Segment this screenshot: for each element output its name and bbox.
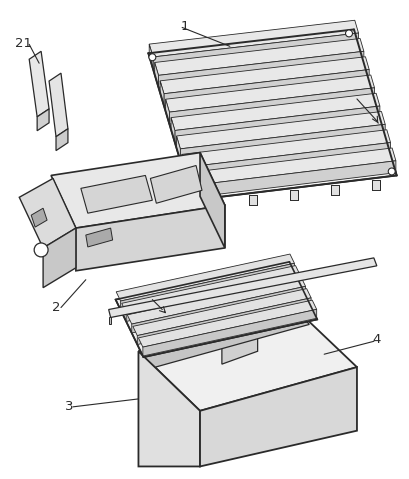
Polygon shape bbox=[175, 106, 380, 142]
Polygon shape bbox=[37, 109, 49, 131]
Polygon shape bbox=[139, 351, 200, 467]
Circle shape bbox=[149, 54, 156, 61]
Polygon shape bbox=[171, 118, 175, 142]
Polygon shape bbox=[182, 130, 391, 167]
Polygon shape bbox=[177, 136, 180, 161]
Polygon shape bbox=[200, 367, 357, 467]
Polygon shape bbox=[148, 29, 397, 200]
Polygon shape bbox=[121, 263, 294, 310]
Polygon shape bbox=[31, 208, 47, 227]
Polygon shape bbox=[182, 154, 186, 179]
Polygon shape bbox=[166, 99, 169, 124]
Text: B: B bbox=[151, 291, 160, 304]
Polygon shape bbox=[164, 69, 369, 106]
Polygon shape bbox=[127, 277, 306, 324]
Polygon shape bbox=[155, 38, 364, 75]
Polygon shape bbox=[153, 33, 359, 69]
Polygon shape bbox=[51, 153, 225, 228]
Polygon shape bbox=[86, 228, 112, 247]
Polygon shape bbox=[209, 200, 216, 210]
Polygon shape bbox=[187, 148, 396, 185]
Polygon shape bbox=[166, 75, 375, 112]
Circle shape bbox=[388, 168, 395, 175]
Polygon shape bbox=[109, 258, 377, 318]
Polygon shape bbox=[122, 265, 300, 312]
Polygon shape bbox=[151, 166, 202, 203]
Polygon shape bbox=[109, 318, 111, 324]
Polygon shape bbox=[171, 93, 380, 130]
Polygon shape bbox=[177, 112, 385, 149]
Polygon shape bbox=[76, 205, 225, 271]
Polygon shape bbox=[56, 129, 68, 150]
Text: 4: 4 bbox=[373, 333, 381, 346]
Polygon shape bbox=[29, 51, 49, 117]
Polygon shape bbox=[116, 254, 294, 301]
Polygon shape bbox=[19, 178, 76, 248]
Polygon shape bbox=[49, 73, 68, 137]
Text: A: A bbox=[356, 92, 366, 105]
Polygon shape bbox=[200, 153, 225, 248]
Circle shape bbox=[34, 243, 48, 257]
Polygon shape bbox=[139, 308, 357, 411]
Polygon shape bbox=[126, 275, 300, 321]
Polygon shape bbox=[222, 295, 258, 364]
Polygon shape bbox=[137, 298, 311, 344]
Polygon shape bbox=[132, 286, 306, 333]
Polygon shape bbox=[138, 300, 317, 347]
Polygon shape bbox=[149, 20, 359, 57]
Text: 3: 3 bbox=[65, 400, 73, 413]
Polygon shape bbox=[160, 81, 164, 106]
Polygon shape bbox=[160, 57, 369, 94]
Polygon shape bbox=[169, 88, 375, 124]
Polygon shape bbox=[116, 262, 317, 357]
Polygon shape bbox=[290, 190, 298, 200]
Polygon shape bbox=[143, 309, 317, 356]
Polygon shape bbox=[187, 173, 191, 197]
Polygon shape bbox=[81, 175, 153, 213]
Circle shape bbox=[193, 193, 200, 200]
Circle shape bbox=[346, 30, 353, 37]
Polygon shape bbox=[191, 161, 396, 197]
Polygon shape bbox=[139, 308, 309, 367]
Text: 1: 1 bbox=[181, 20, 189, 33]
Text: 21: 21 bbox=[15, 37, 32, 50]
Polygon shape bbox=[249, 195, 257, 205]
Polygon shape bbox=[159, 51, 364, 87]
Polygon shape bbox=[186, 143, 391, 179]
Text: 2: 2 bbox=[52, 301, 60, 314]
Polygon shape bbox=[133, 289, 311, 336]
Polygon shape bbox=[43, 228, 76, 288]
Polygon shape bbox=[155, 62, 159, 87]
Polygon shape bbox=[331, 185, 339, 195]
Polygon shape bbox=[180, 124, 385, 161]
Polygon shape bbox=[149, 44, 153, 69]
Polygon shape bbox=[372, 180, 380, 190]
